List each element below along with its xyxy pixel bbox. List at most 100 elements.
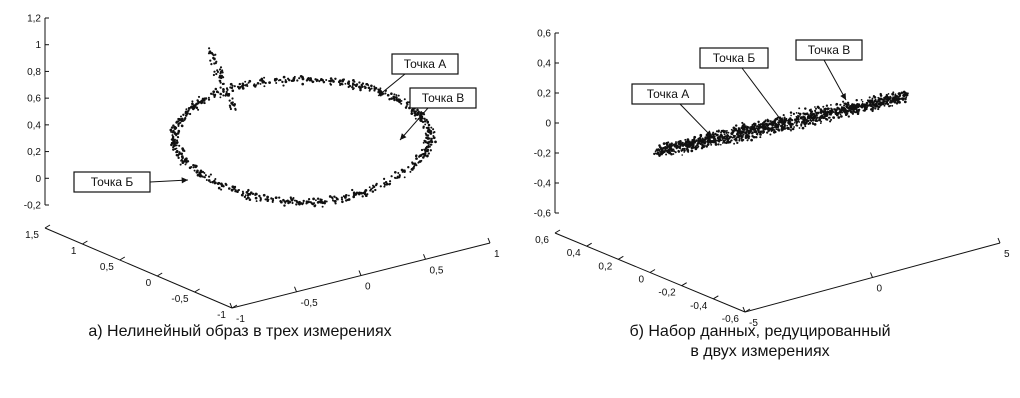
data-point <box>892 100 894 103</box>
data-point <box>762 132 765 134</box>
data-point <box>229 82 233 86</box>
data-point <box>208 51 212 54</box>
data-point <box>198 173 202 176</box>
data-point <box>231 89 235 93</box>
data-point <box>338 79 342 83</box>
data-point <box>902 98 905 101</box>
data-point <box>422 125 425 128</box>
data-point <box>213 182 216 185</box>
data-point <box>275 82 278 84</box>
data-point <box>388 98 391 101</box>
data-point <box>331 199 335 202</box>
data-point <box>314 199 317 202</box>
data-point <box>674 151 677 154</box>
data-point <box>331 79 334 82</box>
data-point <box>812 115 815 117</box>
data-point <box>807 115 810 118</box>
data-point <box>186 110 189 113</box>
data-point <box>757 120 760 124</box>
data-point <box>334 199 337 203</box>
data-point <box>211 180 214 184</box>
data-point <box>767 126 770 130</box>
left-tick-label: 0,6 <box>535 235 549 246</box>
data-point <box>673 150 676 153</box>
data-point <box>173 132 177 135</box>
data-point <box>721 135 724 138</box>
data-point <box>406 101 409 104</box>
data-point <box>334 77 337 81</box>
data-point <box>842 100 845 103</box>
data-point <box>240 193 244 197</box>
left-tick-label: -0,6 <box>722 314 740 325</box>
data-point <box>825 114 829 117</box>
data-point <box>793 121 796 124</box>
right-tick-label: -5 <box>749 318 758 329</box>
data-point <box>359 87 362 90</box>
right-tick-label: -1 <box>236 314 245 325</box>
z-tick-label: 0,4 <box>537 59 551 70</box>
data-point <box>301 82 305 86</box>
data-point <box>893 100 897 104</box>
data-point <box>364 189 368 192</box>
data-point <box>175 121 178 124</box>
data-point <box>241 190 244 193</box>
data-point <box>430 126 433 129</box>
data-point <box>229 106 232 109</box>
data-point <box>241 87 245 90</box>
left-tick-mark <box>194 288 200 293</box>
data-point <box>692 144 694 147</box>
data-point <box>793 126 796 128</box>
data-point <box>192 105 195 108</box>
left-tick-mark <box>554 229 561 234</box>
data-point <box>747 136 750 140</box>
data-point <box>421 120 424 123</box>
data-point <box>212 179 216 183</box>
data-point <box>734 134 737 137</box>
data-point <box>172 124 175 127</box>
data-point <box>227 94 230 97</box>
data-point <box>398 175 401 177</box>
callout-arrowhead <box>378 89 385 96</box>
data-point <box>175 147 178 150</box>
data-point <box>798 127 801 129</box>
data-point <box>390 175 393 178</box>
data-point <box>192 164 195 167</box>
data-point <box>328 195 332 198</box>
data-point <box>197 108 200 111</box>
data-point <box>716 139 719 142</box>
data-point <box>763 123 766 126</box>
data-point <box>819 115 822 118</box>
data-point <box>225 183 228 187</box>
data-point <box>677 140 680 143</box>
data-point <box>830 110 833 113</box>
data-point <box>806 117 809 120</box>
data-point <box>699 138 702 141</box>
data-point <box>810 119 813 123</box>
data-point <box>182 160 185 163</box>
data-point <box>776 116 779 119</box>
data-point <box>874 107 877 110</box>
data-point <box>834 108 838 112</box>
data-point <box>201 97 205 101</box>
data-point <box>754 122 757 126</box>
data-point <box>318 80 321 83</box>
data-point <box>187 107 191 110</box>
data-point <box>723 133 726 136</box>
left-tick-label: -0,2 <box>658 288 676 299</box>
data-point <box>738 139 741 142</box>
data-point <box>333 195 336 198</box>
data-point <box>415 113 419 116</box>
data-point <box>224 94 227 97</box>
data-point <box>886 103 890 106</box>
data-point <box>395 94 398 97</box>
data-point <box>196 99 199 102</box>
data-point <box>742 130 745 134</box>
data-point <box>178 152 181 156</box>
data-point <box>843 104 846 107</box>
data-point <box>208 47 211 50</box>
right-tick-label: 0,5 <box>430 265 444 276</box>
data-point <box>858 108 861 111</box>
data-point <box>302 199 305 203</box>
data-point <box>830 118 833 121</box>
data-point <box>671 144 674 147</box>
